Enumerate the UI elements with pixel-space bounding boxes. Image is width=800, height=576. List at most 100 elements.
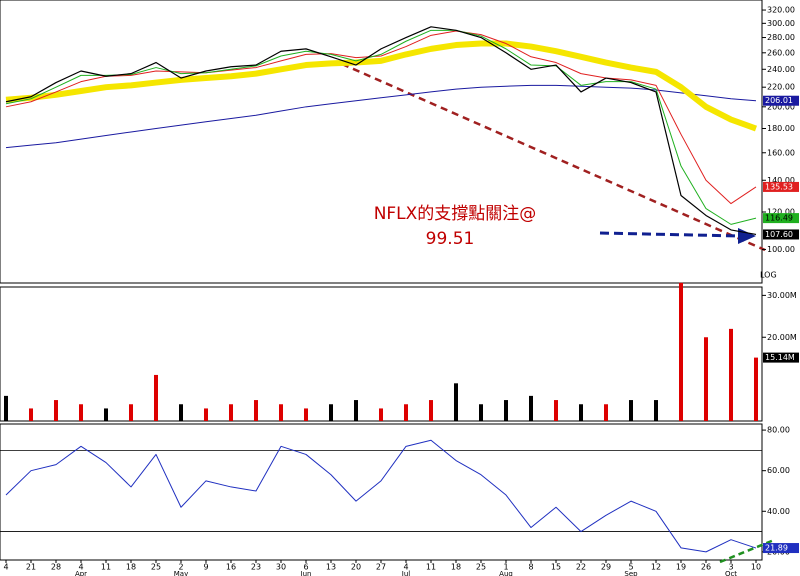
trend-line: [341, 62, 766, 252]
volume-bar: [179, 404, 183, 421]
x-tick-label: 16: [226, 563, 236, 572]
x-tick-label: 5: [628, 563, 633, 572]
y-tick-label: 80.00: [767, 426, 790, 435]
y-tick-label: 140.00: [767, 176, 795, 185]
x-tick-label: 29: [601, 563, 611, 572]
series-line: [5, 26, 757, 236]
x-tick-label: 15: [551, 563, 561, 572]
end-label: 116.49: [765, 214, 793, 223]
x-tick-label: 10: [751, 563, 761, 572]
y-tick-label: 100.00: [767, 245, 795, 254]
x-tick-label: 20: [351, 563, 361, 572]
month-label: Sep: [624, 570, 638, 576]
end-label: 107.60: [765, 230, 793, 239]
month-label: Oct: [725, 570, 737, 576]
x-tick-label: 18: [451, 563, 461, 572]
x-tick-label: 30: [276, 563, 286, 572]
end-label: 21.89: [765, 544, 788, 553]
month-label: Apr: [75, 570, 87, 576]
end-label-box: [763, 181, 799, 192]
series-line: [5, 84, 757, 149]
volume-bar: [354, 400, 358, 421]
volume-bar: [479, 404, 483, 421]
month-label: Aug: [499, 570, 513, 576]
volume-bar: [379, 408, 383, 421]
end-label-box: [763, 229, 799, 240]
x-tick-label: 6: [303, 563, 308, 572]
volume-bar: [679, 282, 683, 421]
volume-bar: [279, 404, 283, 421]
x-tick-label: 12: [651, 563, 661, 572]
volume-bar: [79, 404, 83, 421]
end-label-box: [763, 213, 799, 224]
volume-bar: [129, 404, 133, 421]
volume-bar: [4, 395, 8, 421]
x-tick-label: 4: [78, 563, 83, 572]
y-tick-label: 200.00: [767, 102, 795, 111]
x-tick-label: 2: [178, 563, 183, 572]
x-tick-label: 11: [426, 563, 436, 572]
volume-bar: [554, 400, 558, 421]
volume-bar: [229, 404, 233, 421]
x-tick-label: 27: [376, 563, 386, 572]
volume-bar: [329, 404, 333, 421]
x-tick-label: 3: [728, 563, 733, 572]
volume-bar: [754, 357, 758, 421]
x-tick-label: 21: [26, 563, 36, 572]
volume-bar: [629, 400, 633, 421]
volume-bar: [104, 408, 108, 421]
x-tick-label: 22: [576, 563, 586, 572]
volume-bar: [454, 383, 458, 421]
month-label: Jun: [300, 570, 312, 576]
x-tick-label: 8: [528, 563, 533, 572]
y-tick-label: 280.00: [767, 33, 795, 42]
y-tick-label: 180.00: [767, 124, 795, 133]
y-tick-label: 240.00: [767, 65, 795, 74]
volume-bar: [154, 374, 158, 421]
y-tick-label: 320.00: [767, 6, 795, 15]
x-tick-label: 25: [151, 563, 161, 572]
volume-bar: [204, 408, 208, 421]
annotation: 99.51: [426, 229, 475, 249]
month-label: May: [174, 570, 188, 576]
volume-bar: [729, 328, 733, 421]
price-panel: [0, 0, 763, 284]
volume-bar: [529, 395, 533, 421]
volume-bar: [579, 404, 583, 421]
y-tick-label: 220.00: [767, 83, 795, 92]
volume-bar: [604, 404, 608, 421]
x-tick-label: 18: [126, 563, 136, 572]
end-label-box: [763, 352, 799, 363]
series-line: [5, 439, 757, 553]
x-tick-label: 23: [251, 563, 261, 572]
x-tick-label: 26: [701, 563, 711, 572]
x-tick-label: 9: [203, 563, 208, 572]
x-tick-label: 11: [101, 563, 111, 572]
y-tick-label: 30.00M: [767, 291, 797, 300]
volume-bar: [29, 408, 33, 421]
volume-bar: [429, 400, 433, 421]
support-arrow: [599, 231, 741, 238]
y-tick-label: 120.00: [767, 207, 795, 216]
x-tick-label: 19: [676, 563, 686, 572]
y-tick-label: 20.00M: [767, 333, 797, 342]
annotation: NFLX的支撐點關注@: [374, 204, 537, 224]
volume-bar: [654, 400, 658, 421]
volume-bar: [254, 400, 258, 421]
scale-label: LOG: [760, 271, 777, 280]
x-tick-label: 28: [51, 563, 61, 572]
y-tick-label: 160.00: [767, 148, 795, 157]
x-tick-label: 25: [476, 563, 486, 572]
end-label: 206.01: [765, 96, 793, 105]
y-tick-label: 40.00: [767, 507, 790, 516]
end-label: 15.14M: [765, 353, 795, 362]
series-line: [5, 30, 757, 205]
x-tick-label: 4: [3, 563, 8, 572]
x-tick-label: 13: [326, 563, 336, 572]
end-label: 135.53: [765, 182, 793, 191]
y-tick-label: 300.00: [767, 19, 795, 28]
volume-bar: [504, 400, 508, 421]
series-line: [5, 29, 757, 225]
series-line: [5, 40, 758, 132]
